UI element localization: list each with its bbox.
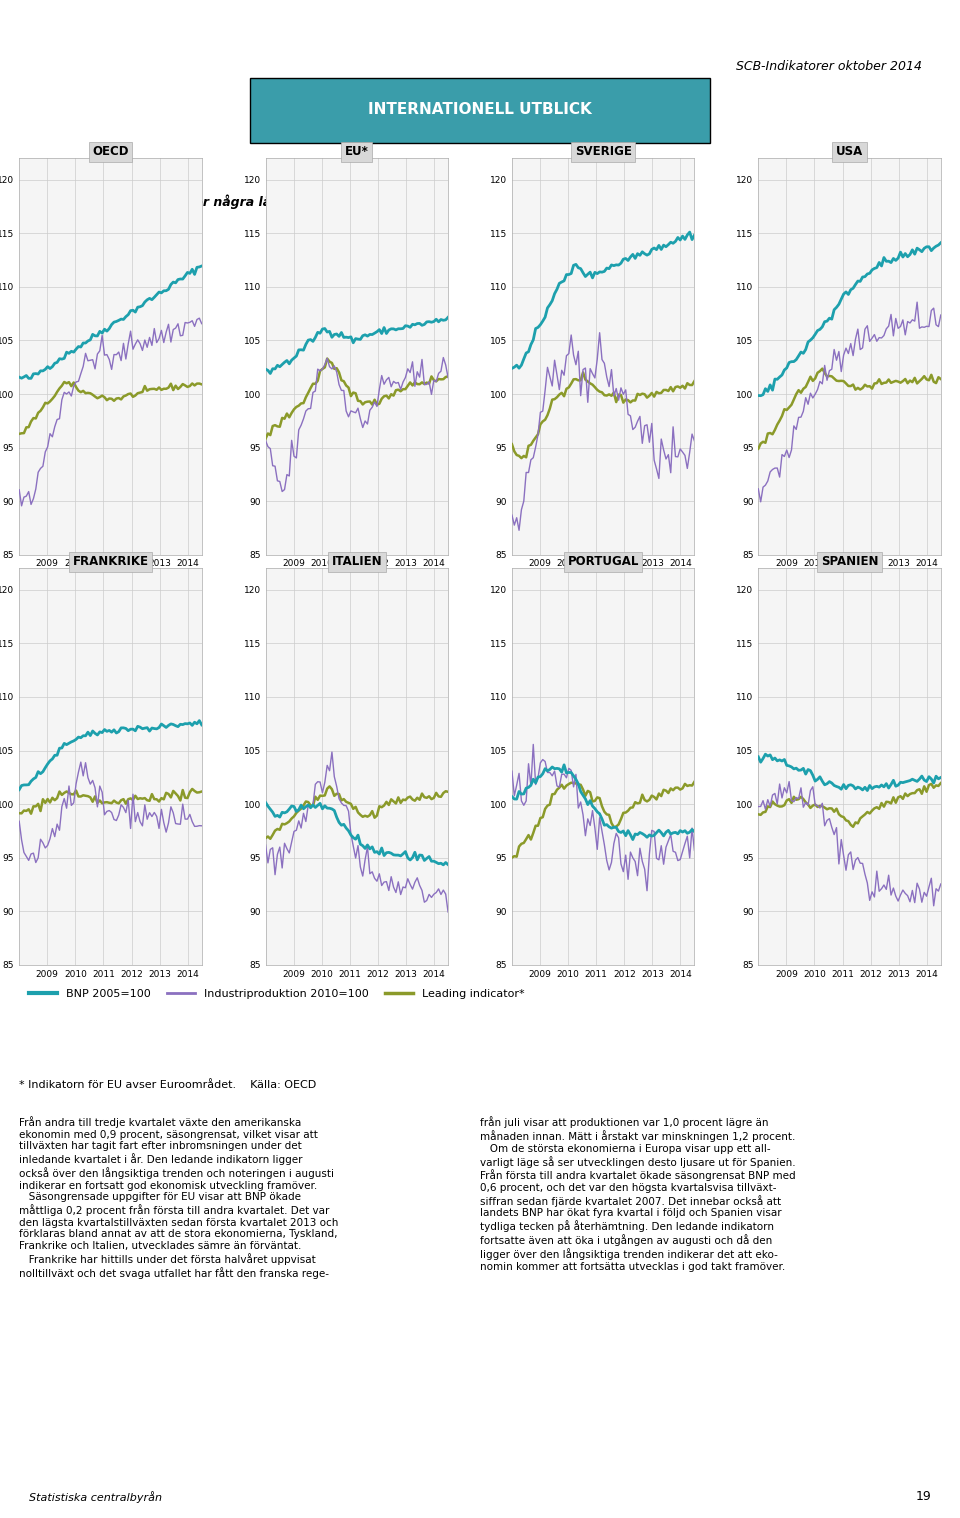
Text: Konjunkturindikatorer för några länder och -områden: Konjunkturindikatorer för några länder o… [29,194,405,208]
Text: SCB-Indikatorer oktober 2014: SCB-Indikatorer oktober 2014 [736,61,923,73]
Title: EU*: EU* [345,146,369,158]
Title: OECD: OECD [92,146,129,158]
Text: * Indikatorn för EU avser Euroområdet.    Källa: OECD: * Indikatorn för EU avser Euroområdet. K… [19,1079,317,1090]
Text: från juli visar att produktionen var 1,0 procent lägre än
månaden innan. Mätt i : från juli visar att produktionen var 1,0… [480,1116,796,1272]
Title: SVERIGE: SVERIGE [575,146,632,158]
Title: USA: USA [836,146,863,158]
FancyBboxPatch shape [250,79,710,143]
Title: ITALIEN: ITALIEN [331,556,382,569]
Title: PORTUGAL: PORTUGAL [567,556,638,569]
Text: 19: 19 [916,1489,931,1503]
Title: SPANIEN: SPANIEN [821,556,878,569]
Text: Statistiska centralbyrån: Statistiska centralbyrån [29,1491,162,1503]
Title: FRANKRIKE: FRANKRIKE [72,556,149,569]
Legend: BNP 2005=100, Industriproduktion 2010=100, Leading indicator*: BNP 2005=100, Industriproduktion 2010=10… [25,984,529,1003]
Text: Från andra till tredje kvartalet växte den amerikanska
ekonomin med 0,9 procent,: Från andra till tredje kvartalet växte d… [19,1116,339,1278]
Text: INTERNATIONELL UTBLICK: INTERNATIONELL UTBLICK [368,102,592,117]
